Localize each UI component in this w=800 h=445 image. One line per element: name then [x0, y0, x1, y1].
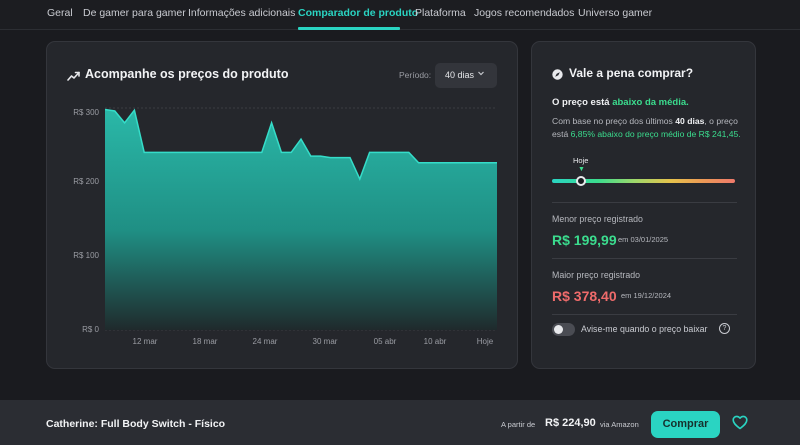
lowest-price-date: em 03/01/2025: [618, 235, 669, 244]
price-history-card: Acompanhe os preços do produto Período: …: [46, 41, 518, 369]
period-value: 40 dias: [445, 70, 475, 80]
price-alert-toggle[interactable]: [552, 323, 575, 336]
highest-price: R$ 378,40: [552, 288, 617, 304]
compass-icon: [552, 67, 563, 85]
x-tick-label: Hoje: [476, 337, 494, 346]
chart-title: Acompanhe os preços do produto: [85, 67, 289, 81]
x-tick-label: 12 mar: [132, 337, 158, 346]
y-tick-label: R$ 0: [82, 325, 99, 334]
lowest-price: R$ 199,99: [552, 232, 617, 248]
highest-price-label: Maior preço registrado: [552, 270, 641, 280]
gauge-knob: [576, 176, 586, 186]
price-explanation: Com base no preço dos últimos 40 dias, o…: [552, 116, 741, 139]
worth-buying-card: Vale a pena comprar? O preço está abaixo…: [531, 41, 756, 369]
chevron-down-icon: [477, 69, 485, 79]
lowest-price-label: Menor preço registrado: [552, 214, 643, 224]
price-chart: [105, 107, 497, 331]
x-tick-label: 10 abr: [423, 337, 447, 346]
tab-jogos-recomendados[interactable]: Jogos recomendados: [474, 7, 575, 19]
x-tick-label: 24 mar: [252, 337, 278, 346]
price-line: [105, 108, 497, 181]
price-gauge: [552, 179, 735, 183]
tab-comparador-de-produto[interactable]: Comparador de produto: [298, 7, 419, 19]
current-price: R$ 224,90: [545, 417, 596, 429]
divider: [552, 314, 737, 315]
gauge-today-label: Hoje: [573, 156, 589, 165]
price-alert-label: Avise-me quando o preço baixar: [581, 324, 708, 334]
help-circle-icon[interactable]: ?: [719, 323, 730, 334]
buy-button[interactable]: Comprar: [651, 411, 720, 438]
x-tick-label: 05 abr: [373, 337, 397, 346]
price-verdict: O preço está abaixo da média.: [552, 97, 689, 108]
x-tick-label: 30 mar: [312, 337, 338, 346]
active-tab-indicator: [298, 27, 400, 30]
period-label: Período:: [399, 70, 432, 80]
product-name: Catherine: Full Body Switch - Físico: [46, 418, 226, 430]
heart-icon[interactable]: [732, 415, 748, 435]
tab-informacoes-adicionais[interactable]: Informações adicionais: [188, 7, 296, 19]
period-select[interactable]: 40 dias: [435, 63, 497, 88]
trend-up-icon: [67, 68, 80, 86]
from-label: A partir de: [501, 420, 536, 429]
price-area: [105, 109, 497, 330]
tab-de-gamer-para-gamer[interactable]: De gamer para gamer: [83, 7, 186, 19]
tab-geral[interactable]: Geral: [47, 7, 73, 19]
y-tick-label: R$ 200: [73, 177, 99, 186]
y-tick-label: R$ 100: [73, 251, 99, 260]
top-nav: Geral De gamer para gamer Informações ad…: [0, 0, 800, 30]
divider: [552, 258, 737, 259]
worth-buying-title: Vale a pena comprar?: [569, 66, 694, 80]
purchase-bar: Catherine: Full Body Switch - Físico A p…: [0, 400, 800, 445]
y-tick-label: R$ 300: [73, 108, 99, 117]
divider: [552, 202, 737, 203]
store-label: via Amazon: [600, 420, 639, 429]
x-tick-label: 18 mar: [192, 337, 218, 346]
tab-plataforma[interactable]: Plataforma: [415, 7, 466, 19]
gauge-marker-icon: ▼: [578, 166, 585, 173]
tab-universo-gamer[interactable]: Universo gamer: [578, 7, 653, 19]
highest-price-date: em 19/12/2024: [621, 291, 672, 300]
